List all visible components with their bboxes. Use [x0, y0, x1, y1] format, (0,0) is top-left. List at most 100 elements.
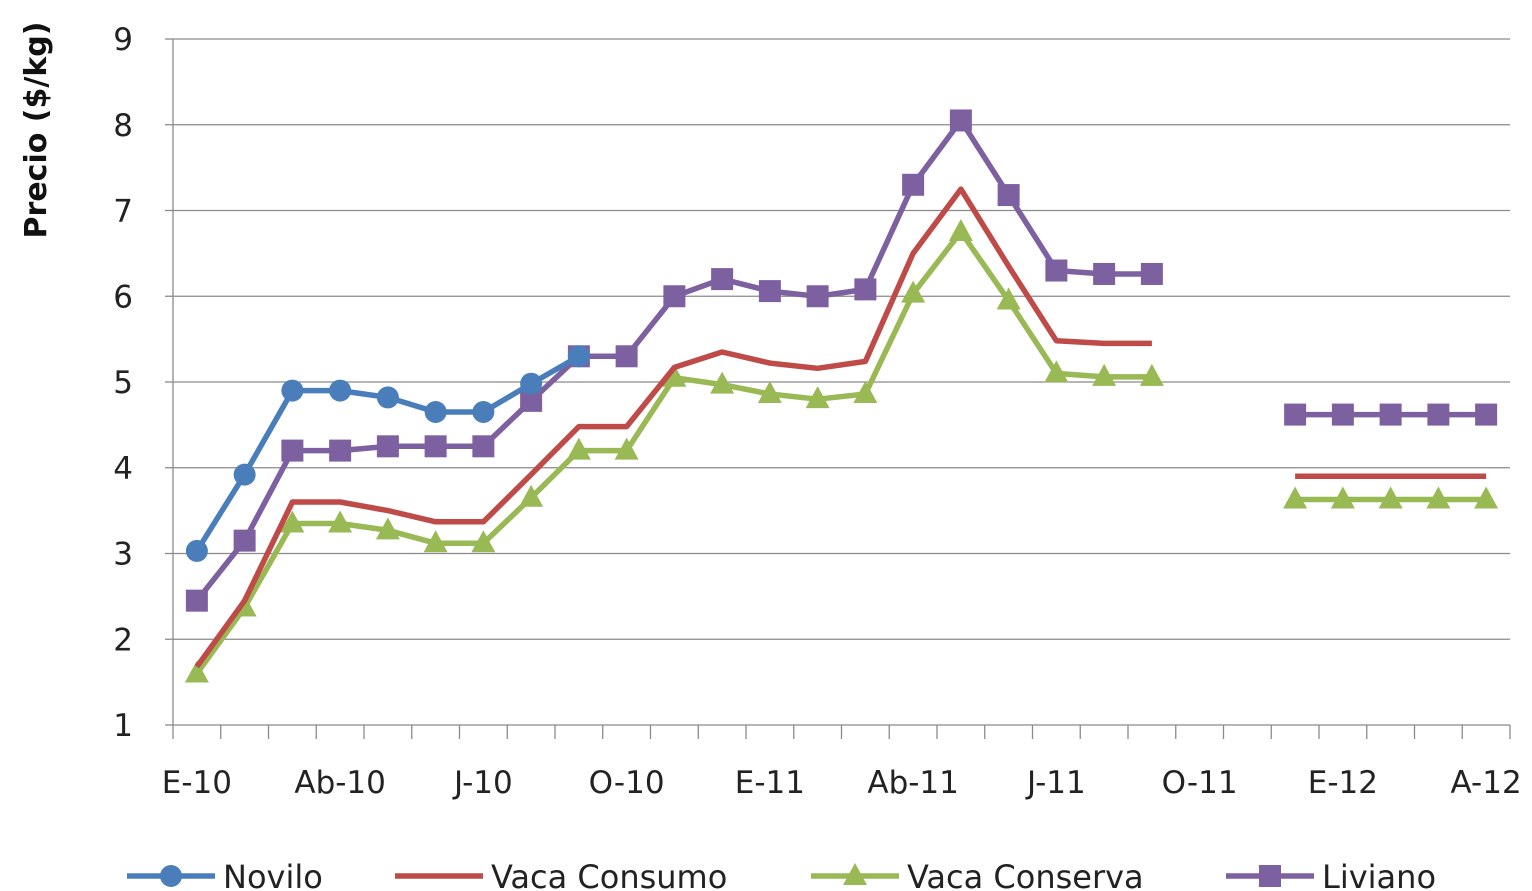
data-point-vaca-conserva: [757, 381, 782, 404]
legend-marker-liviano: [1259, 865, 1281, 887]
x-tick-label: O-10: [589, 765, 665, 801]
data-point-liviano: [949, 109, 972, 132]
legend-item-vaca-consumo: Vaca Consumo: [395, 858, 727, 891]
data-point-novilo: [520, 372, 543, 395]
x-tick-label: Ab-10: [294, 765, 386, 801]
gridlines: [173, 38, 1510, 640]
data-point-novilo: [185, 539, 208, 562]
data-point-liviano: [997, 184, 1020, 207]
series-line-vaca-consumo: [194, 186, 1152, 669]
legend-item-vaca-conserva: Vaca Conserva: [811, 858, 1144, 891]
y-tick-label: 9: [113, 22, 133, 58]
data-point-novilo: [424, 401, 447, 424]
data-point-vaca-conserva: [423, 530, 448, 553]
y-tick-label: 5: [113, 365, 133, 401]
y-tick-label: 6: [113, 279, 133, 315]
data-point-vaca-conserva: [948, 218, 973, 241]
data-point-novilo: [376, 386, 399, 409]
data-point-liviano: [1045, 259, 1068, 282]
data-point-vaca-conserva: [566, 437, 591, 460]
legend-label-vaca-conserva: Vaca Conserva: [907, 858, 1144, 891]
data-point-vaca-conserva: [662, 364, 687, 387]
y-tick-label: 1: [113, 708, 133, 744]
data-point-liviano: [1093, 262, 1116, 285]
data-point-liviano: [185, 589, 208, 612]
x-ticks: E-10 Ab-10 J-10 O-10 E-11 Ab-11 J-11 O-11 E-12 A-…: [162, 725, 1522, 801]
data-point-liviano: [902, 173, 925, 196]
data-point-liviano: [1379, 403, 1402, 426]
legend: Novilo Vaca Consumo Vaca Conserva Liviano: [127, 858, 1436, 891]
data-point-vaca-conserva: [375, 517, 400, 540]
series-liviano: [185, 109, 1498, 612]
data-point-liviano: [615, 345, 638, 368]
x-tick-label: Ab-11: [867, 765, 959, 801]
data-point-novilo: [281, 379, 304, 402]
series-vaca-consumo: [194, 186, 1487, 669]
data-point-liviano: [233, 529, 256, 552]
data-point-liviano: [711, 268, 734, 291]
data-point-vaca-conserva: [996, 287, 1021, 310]
data-point-vaca-conserva: [1330, 486, 1355, 509]
data-point-vaca-conserva: [1092, 363, 1117, 386]
data-point-vaca-conserva: [1139, 363, 1164, 386]
x-tick-label: E-11: [735, 765, 805, 801]
data-point-vaca-conserva: [805, 386, 830, 409]
data-point-vaca-conserva: [1044, 360, 1069, 383]
data-point-liviano: [1284, 403, 1307, 426]
data-point-vaca-conserva: [1426, 486, 1451, 509]
data-point-vaca-conserva: [519, 484, 544, 507]
data-point-liviano: [663, 285, 686, 308]
x-tick-label: A-12: [1451, 765, 1522, 801]
data-point-vaca-conserva: [1378, 486, 1403, 509]
x-tick-label: J-11: [1025, 765, 1086, 801]
y-tick-label: 2: [113, 622, 133, 658]
series-vaca-conserva: [184, 218, 1499, 683]
y-axis-label: Precio ($/kg): [19, 22, 54, 239]
x-tick-label: E-10: [162, 765, 232, 801]
data-point-vaca-conserva: [1283, 486, 1308, 509]
data-point-liviano: [520, 389, 543, 412]
data-point-liviano: [472, 435, 495, 458]
legend-label-vaca-consumo: Vaca Consumo: [491, 858, 727, 891]
y-tick-label: 4: [113, 451, 133, 487]
data-point-vaca-conserva: [280, 510, 305, 533]
data-point-liviano: [758, 280, 781, 303]
y-tick-labels: 1 2 3 4 5 6 7 8 9: [113, 22, 173, 744]
data-point-vaca-conserva: [901, 280, 926, 303]
data-point-vaca-conserva: [710, 371, 735, 394]
data-point-liviano: [1475, 403, 1498, 426]
x-tick-label: E-12: [1308, 765, 1378, 801]
data-point-liviano: [1331, 403, 1354, 426]
data-point-liviano: [806, 285, 829, 308]
data-point-novilo: [567, 345, 590, 368]
data-point-liviano: [281, 439, 304, 462]
data-point-vaca-conserva: [853, 381, 878, 404]
data-point-liviano: [329, 439, 352, 462]
y-tick-label: 8: [113, 108, 133, 144]
data-point-novilo: [329, 379, 352, 402]
y-tick-label: 7: [113, 194, 133, 230]
data-point-novilo: [233, 463, 256, 486]
data-point-liviano: [1427, 403, 1450, 426]
data-point-liviano: [424, 435, 447, 458]
data-point-vaca-conserva: [328, 510, 353, 533]
data-point-vaca-conserva: [614, 437, 639, 460]
series-novilo: [185, 345, 590, 562]
data-point-vaca-conserva: [471, 530, 496, 553]
series-layer: [184, 109, 1499, 683]
data-point-vaca-conserva: [1474, 486, 1499, 509]
x-tick-label: J-10: [452, 765, 513, 801]
legend-label-liviano: Liviano: [1322, 858, 1436, 891]
x-tick-label: O-11: [1162, 765, 1238, 801]
data-point-liviano: [1140, 262, 1163, 285]
legend-marker-novilo: [160, 865, 182, 887]
legend-label-novilo: Novilo: [223, 858, 323, 891]
data-point-vaca-conserva: [184, 660, 209, 683]
data-point-liviano: [854, 278, 877, 301]
data-point-liviano: [376, 435, 399, 458]
legend-item-liviano: Liviano: [1226, 858, 1436, 891]
legend-item-novilo: Novilo: [127, 858, 323, 891]
y-tick-label: 3: [113, 537, 133, 573]
data-point-novilo: [472, 401, 495, 424]
